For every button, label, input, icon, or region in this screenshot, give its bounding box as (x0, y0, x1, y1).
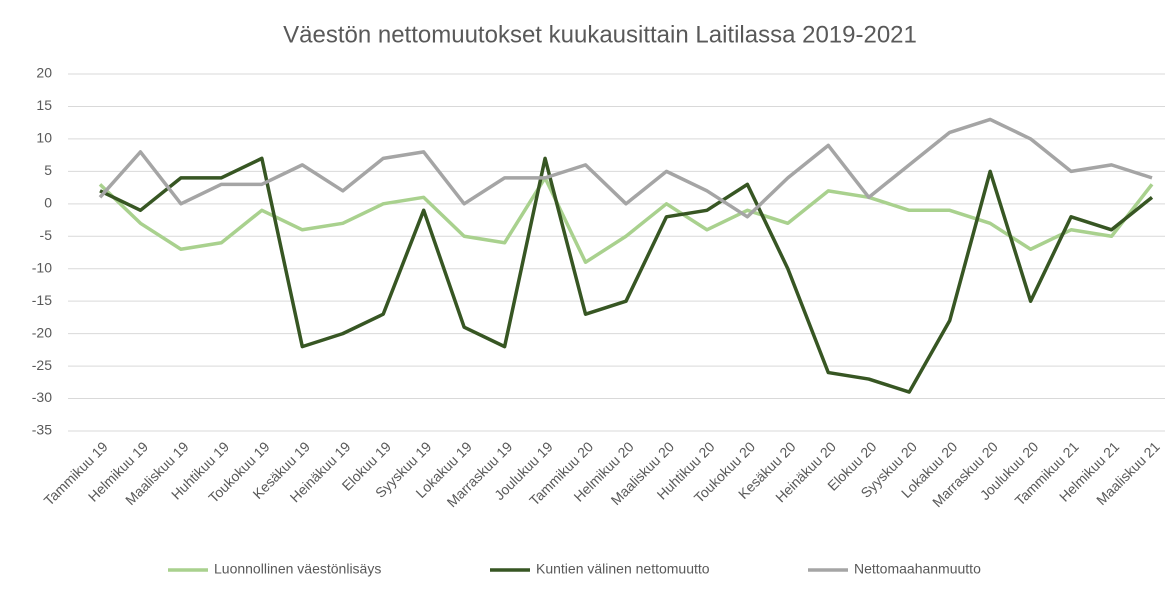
y-tick-label: -25 (32, 357, 52, 373)
y-tick-label: 20 (36, 65, 52, 81)
y-tick-label: -20 (32, 324, 52, 340)
y-tick-label: -35 (32, 422, 52, 438)
y-tick-label: -30 (32, 389, 52, 405)
series-line (98, 117, 1153, 219)
y-tick-label: 5 (44, 162, 52, 178)
y-tick-label: -15 (32, 292, 52, 308)
legend-label: Kuntien välinen nettomuutto (536, 561, 710, 577)
series-line (98, 176, 1154, 264)
y-tick-label: -5 (40, 227, 53, 243)
chart-title: Väestön nettomuutokset kuukausittain Lai… (283, 21, 917, 48)
y-tick-label: 0 (44, 195, 52, 211)
legend-label: Nettomaahanmuutto (854, 561, 981, 577)
y-tick-label: 15 (36, 97, 52, 113)
legend-label: Luonnollinen väestönlisäys (214, 561, 381, 577)
series-line (99, 156, 1154, 394)
y-tick-label: -10 (32, 259, 52, 275)
y-tick-label: 10 (36, 130, 52, 146)
